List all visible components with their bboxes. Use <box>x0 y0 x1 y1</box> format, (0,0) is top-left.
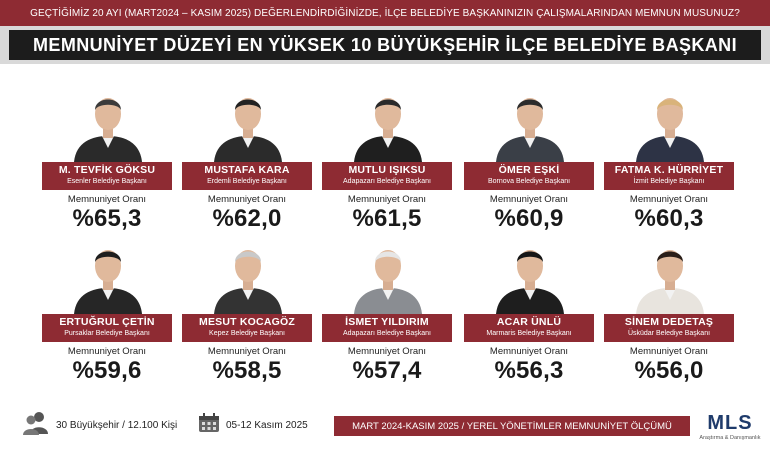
mayor-name: SİNEM DEDETAŞ <box>624 316 714 328</box>
mayor-photo <box>70 86 146 162</box>
satisfaction-label: Memnuniyet Oranı <box>207 194 287 205</box>
mayor-role: Üsküdar Belediye Başkanı <box>627 330 711 337</box>
satisfaction-label: Memnuniyet Oranı <box>67 346 147 357</box>
satisfaction-label: Memnuniyet Oranı <box>347 346 427 357</box>
mayor-card: MESUT KOCAGÖZ Kepez Belediye Başkanı Memnu… <box>182 238 312 386</box>
satisfaction-label: Memnuniyet Oranı <box>629 194 709 205</box>
satisfaction-rate: %56,0 <box>634 357 704 384</box>
name-plate: MESUT KOCAGÖZ Kepez Belediye Başkanı <box>182 314 312 342</box>
calendar-icon <box>198 413 220 438</box>
mayor-role: Kepez Belediye Başkanı <box>209 330 285 337</box>
mayor-photo <box>632 238 708 314</box>
mayor-role: Adapazarı Belediye Başkanı <box>343 330 431 337</box>
mayor-role: Esenler Belediye Başkanı <box>67 178 147 185</box>
mayor-name: MUSTAFA KARA <box>204 164 290 176</box>
mayor-photo <box>632 86 708 162</box>
mayor-card: ERTUĞRUL ÇETİN Pursaklar Belediye Başkanı… <box>42 238 172 386</box>
satisfaction-label: Memnuniyet Oranı <box>347 194 427 205</box>
mayor-photo <box>350 86 426 162</box>
mls-logo: MLS Araştırma & Danışmanlık <box>695 412 765 446</box>
mayor-role: Erdemli Belediye Başkanı <box>207 178 287 185</box>
mayor-card: MUTLU IŞIKSU Adapazarı Belediye Başkanı Me… <box>322 86 452 234</box>
survey-question: GEÇTİĞİMİZ 20 AYI (MART2024 – KASIM 2025… <box>0 0 770 26</box>
mayor-name: ACAR ÜNLÜ <box>496 316 562 328</box>
satisfaction-label: Memnuniyet Oranı <box>489 194 569 205</box>
satisfaction-rate: %60,3 <box>634 205 704 232</box>
mayor-card: ÖMER EŞKİ Bornova Belediye Başkanı Memnuni… <box>464 86 594 234</box>
name-plate: FATMA K. HÜRRİYET İzmit Belediye Başkanı <box>604 162 734 190</box>
satisfaction-label: Memnuniyet Oranı <box>207 346 287 357</box>
mayor-name: FATMA K. HÜRRİYET <box>614 164 724 176</box>
mayor-role: Marmaris Belediye Başkanı <box>486 330 572 337</box>
name-plate: ACAR ÜNLÜ Marmaris Belediye Başkanı <box>464 314 594 342</box>
mayor-name: MESUT KOCAGÖZ <box>199 316 295 328</box>
satisfaction-rate: %65,3 <box>72 205 142 232</box>
name-plate: M. TEVFİK GÖKSU Esenler Belediye Başkanı <box>42 162 172 190</box>
mayor-photo <box>492 238 568 314</box>
footer: 30 Büyükşehir / 12.100 Kişi 05-12 Kasım … <box>0 408 770 450</box>
mayor-name: MUTLU IŞIKSU <box>348 164 426 176</box>
mayor-card: M. TEVFİK GÖKSU Esenler Belediye Başkanı M… <box>42 86 172 234</box>
mayor-role: Pursaklar Belediye Başkanı <box>64 330 150 337</box>
mayor-name: İSMET YILDIRIM <box>345 316 429 328</box>
mayor-card: İSMET YILDIRIM Adapazarı Belediye Başkanı… <box>322 238 452 386</box>
mayor-name: ÖMER EŞKİ <box>498 164 560 176</box>
satisfaction-rate: %56,3 <box>494 357 564 384</box>
satisfaction-label: Memnuniyet Oranı <box>629 346 709 357</box>
name-plate: MUSTAFA KARA Erdemli Belediye Başkanı <box>182 162 312 190</box>
name-plate: ERTUĞRUL ÇETİN Pursaklar Belediye Başkanı <box>42 314 172 342</box>
mayor-photo <box>350 238 426 314</box>
mayor-role: Adapazarı Belediye Başkanı <box>343 178 431 185</box>
logo-subtitle: Araştırma & Danışmanlık <box>699 435 761 441</box>
name-plate: ÖMER EŞKİ Bornova Belediye Başkanı <box>464 162 594 190</box>
satisfaction-rate: %62,0 <box>212 205 282 232</box>
mayor-photo <box>492 86 568 162</box>
satisfaction-rate: %60,9 <box>494 205 564 232</box>
mayor-photo <box>70 238 146 314</box>
mayor-card: FATMA K. HÜRRİYET İzmit Belediye Başkanı M… <box>604 86 734 234</box>
mayor-role: İzmit Belediye Başkanı <box>633 178 705 185</box>
logo-text: MLS <box>707 412 753 434</box>
satisfaction-label: Memnuniyet Oranı <box>67 194 147 205</box>
satisfaction-rate: %58,5 <box>212 357 282 384</box>
name-plate: MUTLU IŞIKSU Adapazarı Belediye Başkanı <box>322 162 452 190</box>
name-plate: SİNEM DEDETAŞ Üsküdar Belediye Başkanı <box>604 314 734 342</box>
satisfaction-rate: %57,4 <box>352 357 422 384</box>
satisfaction-rate: %61,5 <box>352 205 422 232</box>
survey-title-bar: MART 2024-KASIM 2025 / YEREL YÖNETİMLER … <box>334 416 690 436</box>
people-icon <box>22 410 50 441</box>
mayor-name: M. TEVFİK GÖKSU <box>58 164 156 176</box>
satisfaction-label: Memnuniyet Oranı <box>489 346 569 357</box>
name-plate: İSMET YILDIRIM Adapazarı Belediye Başkanı <box>322 314 452 342</box>
sample-size: 30 Büyükşehir / 12.100 Kişi <box>56 420 178 431</box>
survey-dates: 05-12 Kasım 2025 <box>226 420 308 431</box>
page-title: MEMNUNİYET DÜZEYİ EN YÜKSEK 10 BÜYÜKŞEHİ… <box>9 30 761 60</box>
mayor-photo <box>210 238 286 314</box>
mayor-name: ERTUĞRUL ÇETİN <box>59 316 155 328</box>
mayor-card: ACAR ÜNLÜ Marmaris Belediye Başkanı Memnun… <box>464 238 594 386</box>
satisfaction-rate: %59,6 <box>72 357 142 384</box>
mayor-card: MUSTAFA KARA Erdemli Belediye Başkanı Memn… <box>182 86 312 234</box>
mayor-photo <box>210 86 286 162</box>
mayor-role: Bornova Belediye Başkanı <box>487 178 571 185</box>
headline-band: MEMNUNİYET DÜZEYİ EN YÜKSEK 10 BÜYÜKŞEHİ… <box>0 26 770 64</box>
mayor-card: SİNEM DEDETAŞ Üsküdar Belediye Başkanı Mem… <box>604 238 734 386</box>
